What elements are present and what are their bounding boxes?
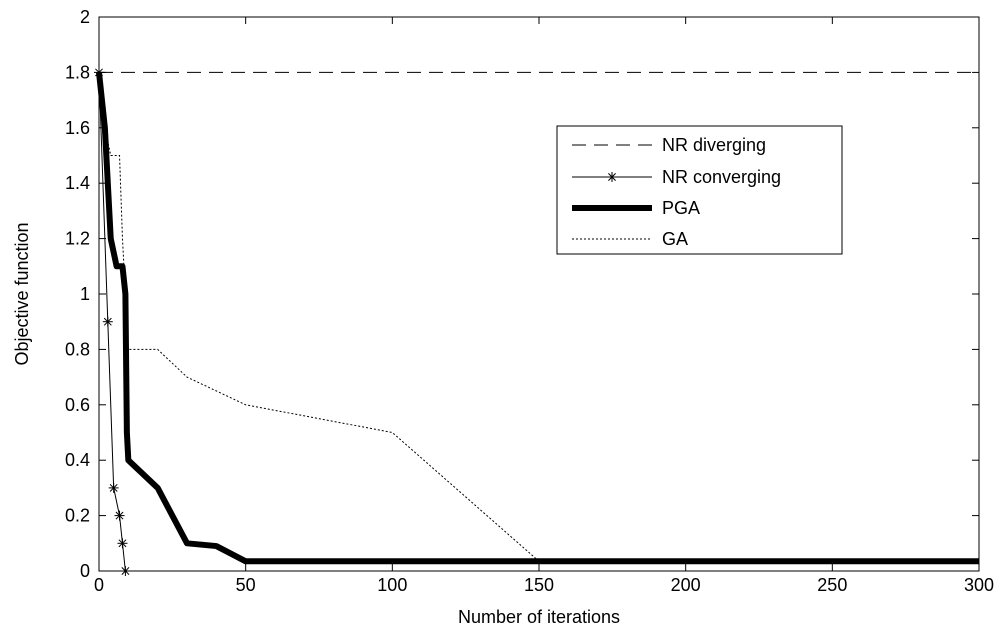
legend-label: PGA	[662, 198, 700, 218]
y-tick-label: 1.8	[65, 62, 90, 82]
data-point-nr-converging	[120, 566, 131, 576]
x-tick-label: 200	[671, 575, 701, 595]
legend-label: GA	[662, 229, 688, 249]
data-point-nr-converging	[102, 316, 113, 327]
y-tick-label: 1	[80, 284, 90, 304]
x-tick-label: 0	[94, 575, 104, 595]
y-axis-label: Objective function	[12, 222, 32, 365]
y-tick-label: 0.8	[65, 339, 90, 359]
legend-label: NR converging	[662, 167, 781, 187]
x-tick-label: 300	[964, 575, 994, 595]
x-tick-label: 50	[236, 575, 256, 595]
series-line-pga	[96, 72, 979, 565]
x-tick-label: 150	[524, 575, 554, 595]
legend-marker	[607, 172, 617, 182]
data-point-nr-converging	[108, 482, 119, 493]
y-tick-label: 0.2	[65, 506, 90, 526]
x-axis-label: Number of iterations	[458, 607, 620, 627]
plot-frame	[98, 16, 980, 572]
data-point-nr-converging	[114, 510, 125, 521]
y-tick-label: 1.2	[65, 229, 90, 249]
axis-ticks: 0 50 100 150 200 250 300 0 0.2 0.4 0.6 0.8 1 1.2 1.4 1.…	[65, 7, 994, 595]
y-tick-label: 2	[80, 7, 90, 27]
legend-box	[556, 125, 843, 255]
legend: NR diverging NR converging PGA GA	[556, 125, 843, 255]
y-tick-label: 0.4	[65, 450, 90, 470]
y-tick-label: 1.6	[65, 118, 90, 138]
y-tick-label: 0.6	[65, 395, 90, 415]
series-layer	[94, 67, 979, 576]
data-point-nr-converging	[117, 538, 128, 549]
y-tick-label: 1.4	[65, 173, 90, 193]
y-tick-label: 0	[80, 561, 90, 581]
x-tick-label: 250	[817, 575, 847, 595]
legend-label: NR diverging	[662, 135, 766, 155]
x-tick-label: 100	[377, 575, 407, 595]
